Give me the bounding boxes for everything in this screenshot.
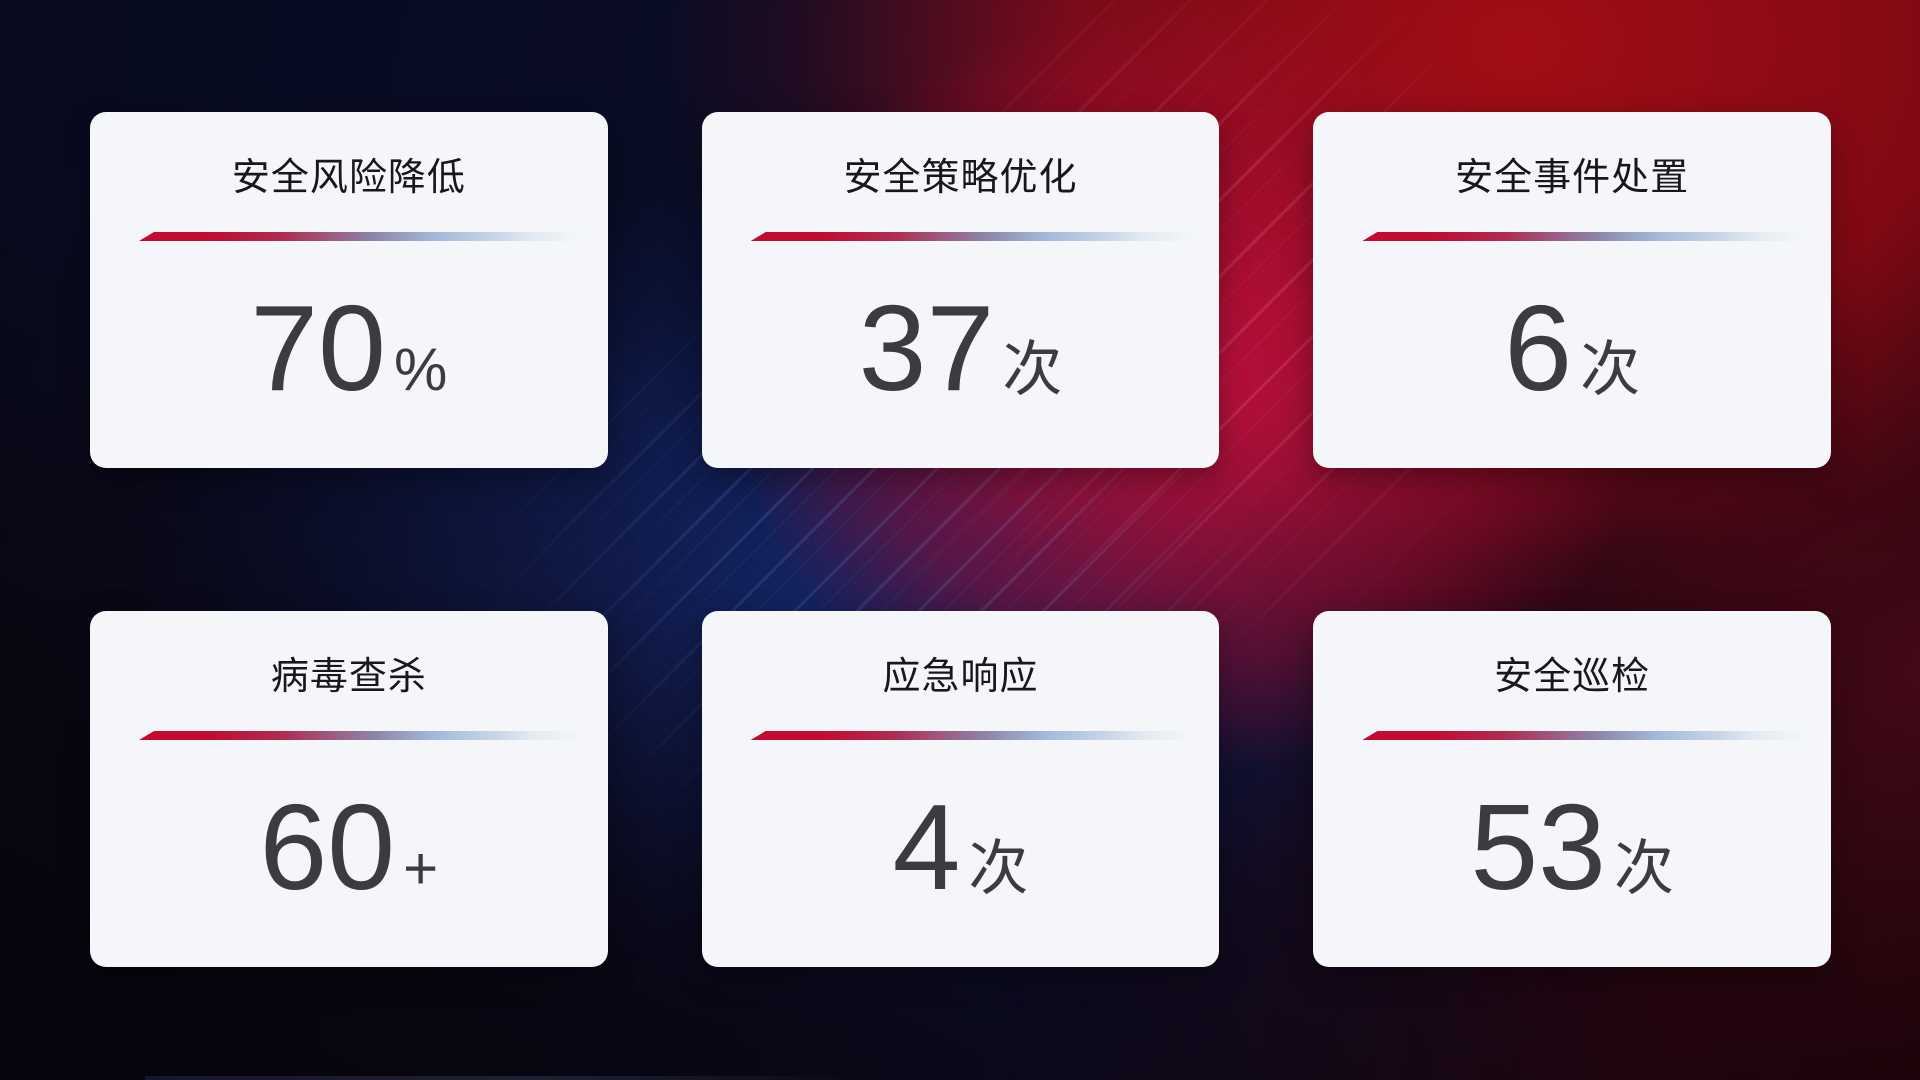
background-bottom-accent-line [145,1076,865,1080]
title-underline-divider [139,731,586,740]
title-underline-divider [1362,232,1809,241]
card-title: 安全事件处置 [1455,157,1690,199]
stat-card-security-inspection: 安全巡检 53 次 [1313,611,1831,967]
stat-card-virus-scan: 病毒查杀 60 + [90,611,608,967]
stat-unit: 次 [1614,835,1675,902]
card-title: 安全巡检 [1494,656,1651,698]
stat-card-security-risk-reduction: 安全风险降低 70 % [90,112,608,468]
card-title: 病毒查杀 [270,656,427,698]
stat-unit: % [394,336,448,403]
stat-value: 70 [250,280,386,416]
stat-card-emergency-response: 应急响应 4 次 [701,611,1220,967]
card-title: 安全策略优化 [843,157,1078,199]
stat-value-row: 60 + [259,786,438,908]
stat-value-row: 70 % [250,287,447,409]
stat-value-row: 53 次 [1470,786,1674,908]
stat-card-security-policy-optimization: 安全策略优化 37 次 [701,112,1220,468]
card-title: 应急响应 [882,656,1039,698]
stat-value: 60 [259,779,396,915]
stat-unit: 次 [968,835,1029,902]
stat-unit: 次 [1002,336,1063,403]
stat-unit: 次 [1580,336,1641,403]
card-title: 安全风险降低 [231,157,466,199]
stat-card-security-incident-handling: 安全事件处置 6 次 [1313,112,1831,468]
stat-value: 4 [892,779,961,915]
stat-value: 6 [1504,280,1573,416]
stat-value-row: 37 次 [859,287,1063,409]
stat-value: 37 [858,280,995,416]
stat-unit: + [403,835,439,902]
stat-value-row: 6 次 [1504,287,1640,409]
stat-value: 53 [1470,779,1607,915]
title-underline-divider [139,232,586,241]
stat-value-row: 4 次 [893,786,1029,908]
title-underline-divider [1362,731,1809,740]
title-underline-divider [750,731,1198,740]
title-underline-divider [750,232,1198,241]
